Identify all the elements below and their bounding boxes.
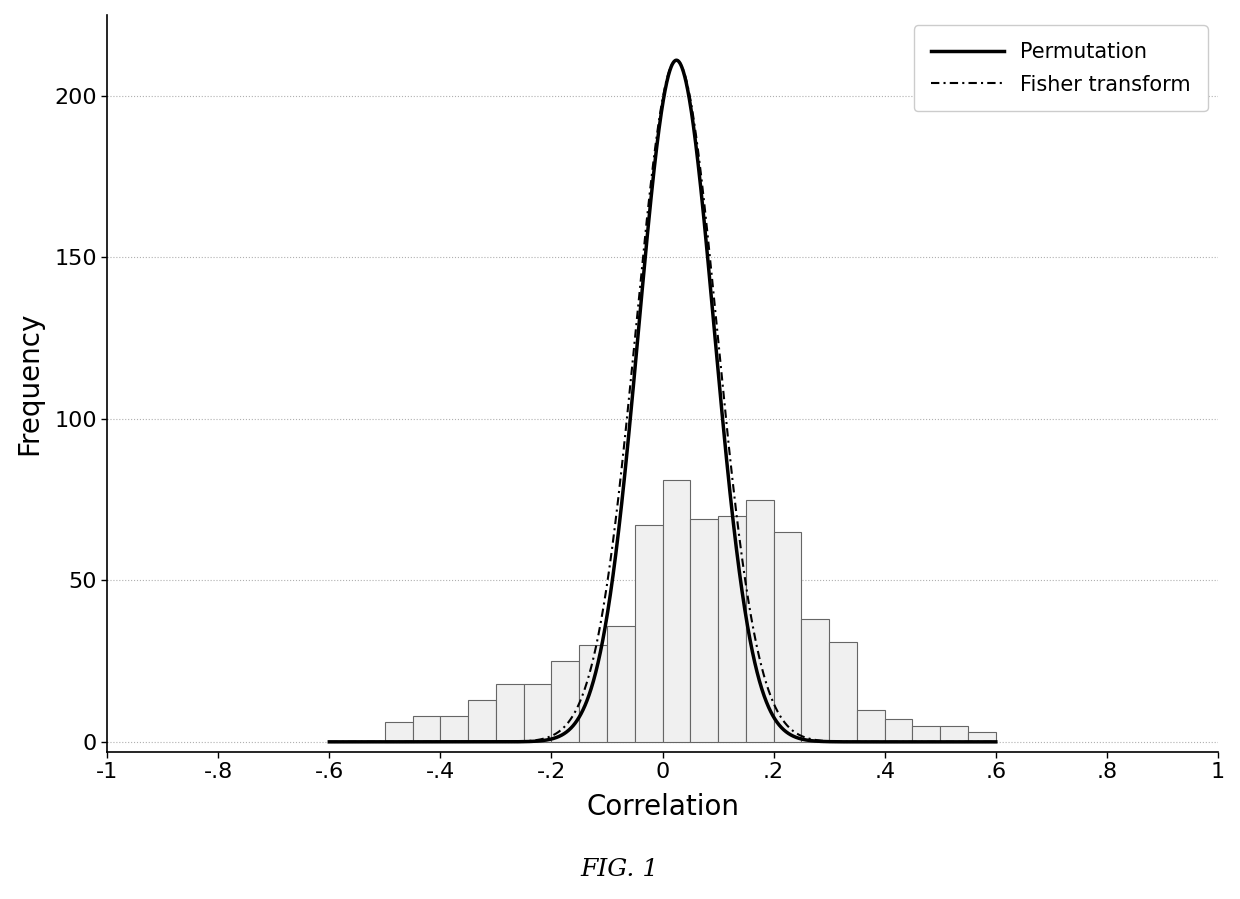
Bar (523, 684, 552, 742)
Permutation (356, 736, 371, 747)
Permutation (970, 736, 985, 747)
Bar (608, 626, 635, 742)
Y-axis label: Frequency: Frequency (15, 312, 43, 455)
Bar (413, 716, 440, 742)
Bar (745, 500, 774, 742)
Fisher transform (356, 736, 371, 747)
Bar (718, 516, 745, 742)
Fisher transform (988, 736, 1003, 747)
Permutation (646, 171, 661, 182)
Bar (552, 661, 579, 742)
Permutation (988, 736, 1003, 747)
Fisher transform (646, 156, 661, 167)
Bar (384, 723, 413, 742)
Permutation (322, 736, 337, 747)
Permutation (968, 736, 983, 747)
Bar (801, 619, 830, 742)
Bar (774, 532, 801, 742)
Bar (469, 699, 496, 742)
Bar (940, 725, 968, 742)
Bar (968, 732, 996, 742)
Permutation (629, 355, 644, 366)
Fisher transform (322, 736, 337, 747)
Fisher transform (847, 736, 862, 747)
Fisher transform (970, 736, 985, 747)
Bar (857, 709, 884, 742)
Bar (662, 480, 691, 742)
Bar (496, 684, 523, 742)
Bar (913, 725, 940, 742)
Text: FIG. 1: FIG. 1 (580, 858, 660, 881)
X-axis label: Correlation: Correlation (587, 793, 739, 821)
Bar (579, 645, 608, 742)
Legend: Permutation, Fisher transform: Permutation, Fisher transform (914, 25, 1208, 111)
Fisher transform (668, 55, 683, 66)
Bar (691, 519, 718, 742)
Bar (440, 716, 469, 742)
Bar (830, 642, 857, 742)
Permutation (668, 55, 683, 66)
Line: Fisher transform: Fisher transform (330, 60, 996, 742)
Fisher transform (629, 325, 644, 335)
Fisher transform (968, 736, 983, 747)
Line: Permutation: Permutation (330, 60, 996, 742)
Permutation (847, 736, 862, 747)
Bar (635, 525, 662, 742)
Bar (884, 719, 913, 742)
